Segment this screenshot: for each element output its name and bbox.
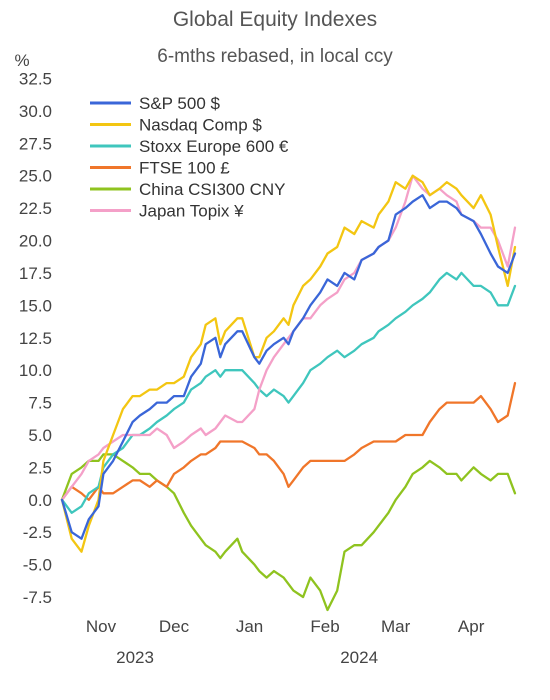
legend-label: S&P 500 $	[139, 94, 221, 113]
x-tick-label: Jan	[236, 617, 263, 636]
chart-title: Global Equity Indexes	[173, 8, 377, 31]
legend-label: Japan Topix ¥	[139, 202, 244, 221]
series-line	[60, 453, 517, 612]
y-tick-label: -7.5	[23, 588, 52, 607]
y-tick-label: 5.0	[28, 426, 52, 445]
y-tick-label: -5.0	[23, 556, 52, 575]
y-axis-ticks: 32.5 30.0 27.5 25.0 22.5 20.0 17.5 15.0 12.5 10.0…	[19, 69, 52, 607]
y-tick-label: 22.5	[19, 199, 52, 218]
y-tick-label: 25.0	[19, 167, 52, 186]
y-tick-label: 15.0	[19, 296, 52, 315]
y-tick-label: 7.5	[28, 394, 52, 413]
y-tick-label: -2.5	[23, 523, 52, 542]
legend: S&P 500 $ Nasdaq Comp $ Stoxx Europe 600 €…	[90, 94, 289, 221]
legend-label: Stoxx Europe 600 €	[139, 137, 289, 156]
x-tick-label: Mar	[381, 617, 411, 636]
series-line	[60, 174, 517, 501]
series-line	[60, 174, 517, 553]
x-tick-label: Nov	[86, 617, 117, 636]
y-tick-label: 0.0	[28, 491, 52, 510]
legend-label: FTSE 100 £	[139, 159, 230, 178]
x-year-label: 2024	[340, 648, 378, 667]
y-tick-label: 10.0	[19, 361, 52, 380]
y-tick-label: 20.0	[19, 232, 52, 251]
series-line	[60, 271, 517, 514]
y-tick-label: 32.5	[19, 69, 52, 88]
x-tick-label: Dec	[159, 617, 190, 636]
chart-subtitle: 6-mths rebased, in local ccy	[157, 46, 393, 67]
series-line	[60, 381, 517, 501]
x-year-label: 2023	[116, 648, 154, 667]
y-tick-label: 30.0	[19, 102, 52, 121]
x-tick-label: Apr	[458, 617, 485, 636]
series-line	[60, 194, 517, 540]
legend-label: China CSI300 CNY	[139, 180, 285, 199]
y-tick-label: 12.5	[19, 329, 52, 348]
y-tick-label: 17.5	[19, 264, 52, 283]
series-lines	[60, 174, 517, 612]
y-tick-label: 27.5	[19, 134, 52, 153]
y-tick-label: 2.5	[28, 458, 52, 477]
legend-label: Nasdaq Comp $	[139, 116, 262, 135]
x-tick-label: Feb	[310, 617, 339, 636]
y-axis-label: %	[14, 51, 29, 70]
x-axis-ticks: Nov Dec Jan Feb Mar Apr 2023 2024	[86, 617, 485, 667]
